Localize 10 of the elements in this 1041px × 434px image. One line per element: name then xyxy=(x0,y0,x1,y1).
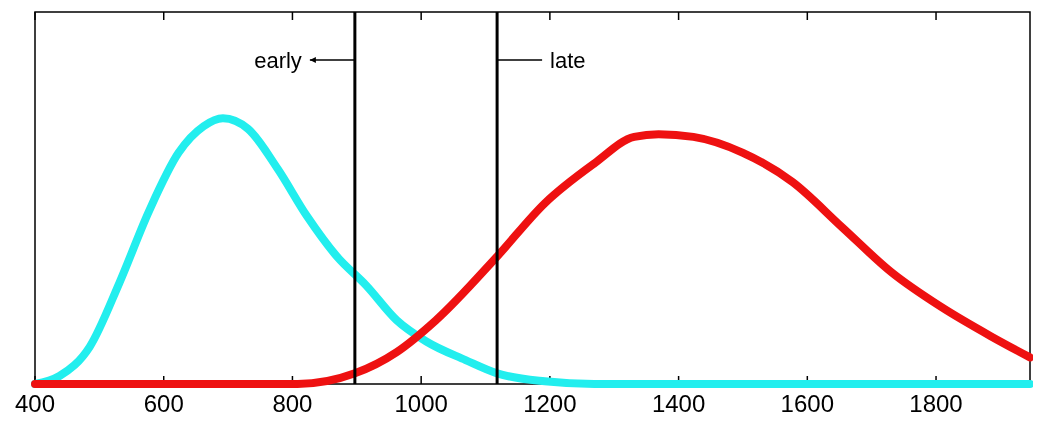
x-tick-label: 1600 xyxy=(780,390,835,417)
ref-line-label: late xyxy=(550,48,586,73)
ref-line-label: early xyxy=(254,48,302,73)
x-tick-label: 400 xyxy=(14,390,56,417)
x-tick-label: 1200 xyxy=(523,390,577,417)
x-tick-label: 800 xyxy=(272,390,313,417)
x-tick-label: 1400 xyxy=(651,390,706,417)
x-tick-label: 1800 xyxy=(909,390,963,417)
x-tick-label: 1000 xyxy=(394,390,448,417)
x-tick-label: 600 xyxy=(143,390,184,417)
